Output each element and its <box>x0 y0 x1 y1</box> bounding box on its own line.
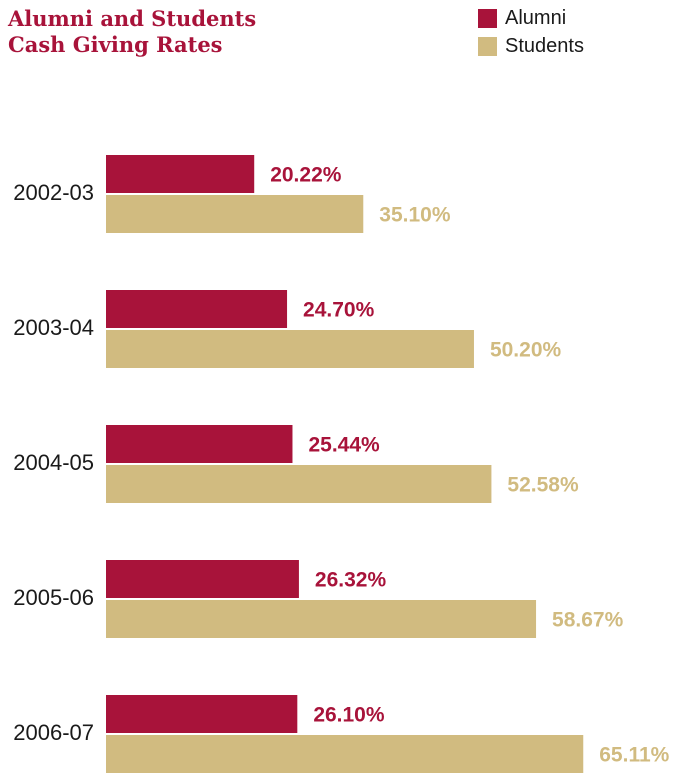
data-label-alumni: 20.22% <box>270 164 342 187</box>
bar-students <box>106 465 492 503</box>
chart-title-line-1: Alumni and Students <box>8 6 257 31</box>
data-label-students: 65.11% <box>599 744 669 767</box>
data-label-alumni: 25.44% <box>308 434 380 457</box>
data-label-alumni: 26.10% <box>313 704 385 727</box>
chart-title: Alumni and Students Cash Giving Rates <box>8 6 256 58</box>
chart-title-line-2: Cash Giving Rates <box>8 32 223 57</box>
bar-students <box>106 330 474 368</box>
category-label: 2005-06 <box>13 585 94 610</box>
data-label-students: 50.20% <box>490 339 562 362</box>
legend-swatch-students <box>478 36 497 56</box>
bar-alumni <box>106 290 288 328</box>
data-label-alumni: 24.70% <box>303 299 375 322</box>
bar-alumni <box>106 155 255 193</box>
category-label: 2006-07 <box>13 720 94 745</box>
bar-students <box>106 600 537 638</box>
legend-label-alumni: Alumni <box>505 6 567 29</box>
legend-label-students: Students <box>505 34 584 57</box>
bar-alumni <box>106 425 293 463</box>
bar-alumni <box>106 695 298 733</box>
data-label-students: 35.10% <box>379 204 451 227</box>
category-label: 2004-05 <box>13 450 94 475</box>
category-label: 2003-04 <box>13 315 94 340</box>
data-label-students: 58.67% <box>552 609 624 632</box>
bar-students <box>106 195 364 233</box>
data-label-students: 52.58% <box>507 474 579 497</box>
legend-item-alumni: Alumni <box>478 4 584 32</box>
bar-alumni <box>106 560 299 598</box>
legend-swatch-alumni <box>478 8 497 28</box>
bar-students <box>106 735 584 773</box>
legend-item-students: Students <box>478 32 584 60</box>
data-label-alumni: 26.32% <box>315 569 387 592</box>
chart-legend: Alumni Students <box>478 4 584 60</box>
category-label: 2002-03 <box>13 180 94 205</box>
